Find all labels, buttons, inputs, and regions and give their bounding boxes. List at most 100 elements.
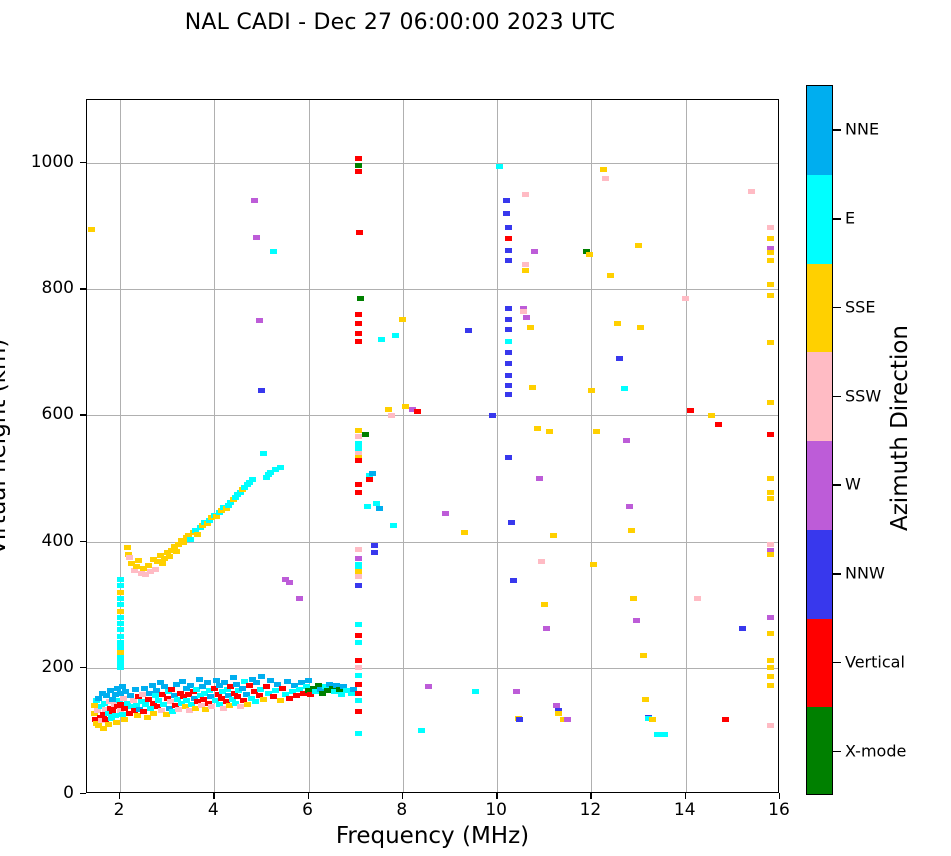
x-tick-mark [307,793,309,799]
ionogram-echo-point [92,720,100,726]
ionogram-echo-point [180,540,188,546]
ionogram-echo-point [173,549,181,555]
ionogram-echo-point [538,559,546,565]
ionogram-echo-point [354,632,362,638]
ionogram-echo-point [625,504,633,510]
ionogram-echo-point [250,689,258,695]
ionogram-echo-point [333,682,341,688]
ionogram-echo-point [230,690,238,696]
ionogram-echo-point [257,387,265,393]
ionogram-echo-point [623,438,631,444]
ionogram-echo-point [354,454,362,460]
ionogram-echo-point [133,703,140,709]
ionogram-echo-point [505,382,513,388]
ionogram-echo-point [281,576,289,582]
ionogram-echo-point [213,677,221,683]
ionogram-echo-point [221,680,229,686]
ionogram-echo-point [110,701,118,707]
ionogram-echo-point [267,677,275,683]
ionogram-echo-point [361,431,369,437]
x-tick-mark [684,793,687,799]
ionogram-echo-point [441,510,449,516]
ionogram-echo-point [116,576,124,582]
ionogram-echo-point [168,547,176,553]
ionogram-echo-point [256,686,264,692]
ionogram-echo-point [184,691,192,697]
ionogram-echo-point [224,502,232,508]
ionogram-echo-point [592,428,600,434]
ionogram-echo-point [167,699,175,705]
ionogram-echo-point [131,686,139,692]
ionogram-echo-point [767,630,775,636]
ionogram-echo-point [554,710,562,716]
colorbar-label-nnw: NNW [845,563,885,583]
x-tick-mark [119,793,121,799]
ionogram-echo-point [142,701,150,707]
ionogram-echo-point [649,717,657,723]
ionogram-echo-point [661,731,668,737]
ionogram-echo-point [220,705,228,711]
ionogram-echo-point [158,691,166,697]
ionogram-echo-point [418,728,426,734]
ionogram-echo-point [241,484,249,490]
ionogram-echo-point [529,384,536,390]
ionogram-echo-point [143,714,151,720]
colorbar-band-nne [807,86,832,175]
ionogram-echo-point [505,391,513,397]
x-tick-label: 4 [207,800,219,820]
ionogram-echo-point [199,684,206,690]
ionogram-echo-point [354,569,362,575]
ionogram-echo-point [349,687,357,693]
ionogram-echo-point [217,507,225,513]
ionogram-echo-point [302,684,310,690]
colorbar-band-vertical [807,618,832,708]
ionogram-echo-point [217,695,225,701]
ionogram-echo-point [354,698,362,704]
ionogram-echo-point [599,166,607,172]
ionogram-echo-point [88,226,96,232]
ionogram-echo-point [246,479,254,485]
ionogram-echo-point [279,685,287,691]
ionogram-echo-point [150,710,158,716]
ionogram-echo-point [552,703,560,709]
ionogram-echo-point [151,566,159,572]
ionogram-echo-point [767,723,775,729]
ionogram-echo-point [269,694,277,700]
ionogram-echo-point [632,618,640,623]
ionogram-echo-point [154,559,162,565]
x-tick-mark [779,793,781,799]
x-tick-label: 8 [396,800,408,820]
ionogram-echo-point [222,699,230,705]
ionogram-echo-point [169,709,177,715]
colorbar-title: Azimuth Direction [887,325,913,531]
ionogram-echo-point [272,467,280,473]
colorbar-tick-mark [833,661,841,664]
ionogram-echo-point [156,553,164,559]
ionogram-echo-point [354,321,362,327]
ionogram-echo-point [116,608,124,614]
ionogram-echo-point [129,698,137,704]
ionogram-echo-point [147,569,155,575]
ionogram-echo-point [234,694,242,700]
ionogram-echo-point [175,541,183,547]
ionogram-echo-point [95,723,103,729]
gridline-horizontal [87,163,778,165]
colorbar-label-e: E [845,208,856,228]
ionogram-echo-point [123,700,131,706]
ionogram-echo-point [161,684,169,690]
ionogram-echo-point [149,556,157,562]
ionogram-echo-point [276,698,284,704]
ionogram-echo-point [184,532,192,538]
colorbar-label-ssw: SSW [845,386,882,406]
ionogram-echo-point [232,494,239,500]
ionogram-echo-point [767,657,775,663]
ionogram-echo-point [545,428,553,434]
y-axis-tick-labels: 0 200 400 600 800 1000 [0,99,74,803]
ionogram-echo-point [123,545,131,551]
ionogram-echo-point [767,476,775,482]
ionogram-echo-point [564,717,572,723]
ionogram-echo-point [328,685,336,691]
ionogram-echo-point [305,688,313,694]
ionogram-echo-point [130,567,138,573]
ionogram-echo-point [276,464,284,470]
